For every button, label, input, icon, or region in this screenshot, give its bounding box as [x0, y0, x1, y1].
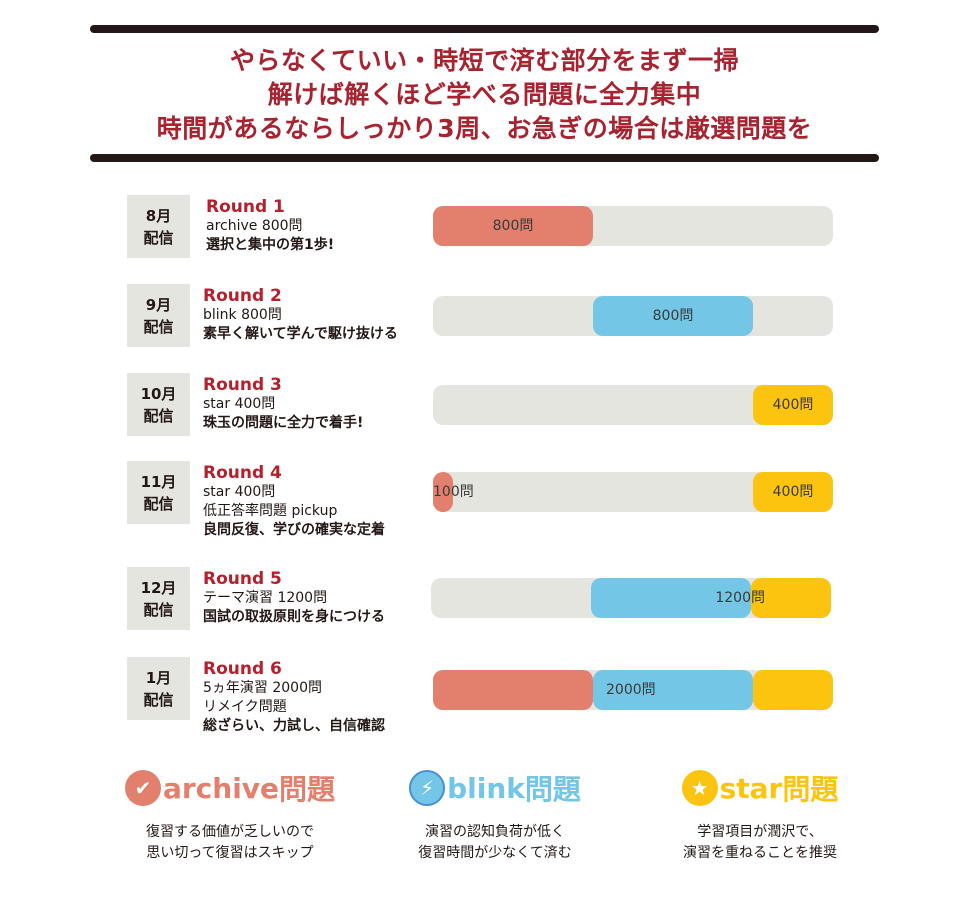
round-description: 国試の取扱原則を身につける	[203, 609, 385, 625]
round-info: Round 1 archive 800問 選択と集中の第1歩!	[206, 197, 334, 255]
delivery-label: 配信	[143, 406, 174, 425]
round-detail: star 400問	[203, 396, 276, 412]
segment-count-label: 800問	[652, 308, 694, 324]
round-detail: 5ヵ年演習 2000問	[203, 680, 322, 696]
progress-track: 1200問	[431, 578, 831, 618]
legend-suffix: 問題	[782, 773, 839, 806]
segment-count-label: 100問	[433, 484, 474, 500]
legend-note: 学習項目が潤沢で、 演習を重ねることを推奨	[630, 822, 890, 864]
month: 9月	[145, 295, 172, 314]
delivery-month-badge: 10月 配信	[127, 373, 190, 436]
round-info: Round 6 5ヵ年演習 2000問 リメイク問題 総ざらい、力試し、自信確認	[203, 659, 385, 736]
delivery-label: 配信	[143, 600, 174, 619]
month: 11月	[140, 472, 177, 491]
delivery-label: 配信	[143, 317, 174, 336]
legend-note-line: 演習の認知負荷が低く	[425, 824, 565, 840]
legend-note: 演習の認知負荷が低く 復習時間が少なくて済む	[365, 822, 625, 864]
round-title: Round 3	[203, 375, 282, 395]
legend-heading: ★ star 問題	[630, 768, 890, 808]
legend-name: blink	[447, 771, 525, 805]
legend-suffix: 問題	[279, 773, 336, 806]
archive-segment	[433, 670, 593, 710]
round-title: Round 6	[203, 659, 282, 679]
round-info: Round 5 テーマ演習 1200問 国試の取扱原則を身につける	[203, 569, 385, 627]
star-segment	[753, 385, 833, 425]
round-description: 選択と集中の第1歩!	[206, 237, 335, 253]
progress-track: 100問 400問	[433, 472, 833, 512]
blink-segment	[593, 670, 753, 710]
month: 8月	[145, 206, 172, 225]
round-description: 総ざらい、力試し、自信確認	[203, 718, 385, 734]
top-divider	[90, 25, 879, 33]
legend-archive: ✔ archive 問題 復習する価値が乏しいので 思い切って復習はスキップ	[100, 768, 360, 864]
round-description: 素早く解いて学んで駆け抜ける	[203, 326, 398, 342]
bottom-divider	[90, 154, 879, 162]
delivery-month-badge: 12月 配信	[127, 567, 190, 630]
delivery-month-badge: 11月 配信	[127, 461, 190, 524]
delivery-label: 配信	[143, 690, 174, 709]
delivery-label: 配信	[143, 228, 174, 247]
round-description: 良問反復、学びの確実な定着	[203, 522, 385, 538]
star-icon: ★	[681, 770, 718, 806]
delivery-month-badge: 9月 配信	[127, 284, 190, 347]
month: 1月	[145, 668, 172, 687]
legend-note-line: 復習する価値が乏しいので	[146, 824, 314, 840]
segment-count-label: 400問	[772, 484, 814, 500]
blink-segment	[593, 296, 753, 336]
round-info: Round 2 blink 800問 素早く解いて学んで駆け抜ける	[203, 286, 398, 344]
legend-name: star	[719, 771, 783, 805]
legend-note: 復習する価値が乏しいので 思い切って復習はスキップ	[100, 822, 360, 864]
delivery-month-badge: 8月 配信	[127, 195, 190, 258]
star-segment	[753, 472, 833, 512]
round-detail: リメイク問題	[203, 699, 287, 715]
round-title: Round 4	[203, 463, 282, 483]
headline-line-2: 解けば解くほど学べる問題に全力集中	[267, 80, 702, 109]
archive-segment	[433, 472, 453, 512]
legend-note-line: 学習項目が潤沢で、	[697, 824, 823, 840]
round-title: Round 1	[206, 197, 285, 217]
legend-blink: ⚡ blink 問題 演習の認知負荷が低く 復習時間が少なくて済む	[365, 768, 625, 864]
round-info: Round 4 star 400問低正答率問題 pickup 良問反復、学びの確…	[203, 463, 385, 540]
round-detail: star 400問	[203, 484, 276, 500]
round-title: Round 2	[203, 286, 282, 306]
round-title: Round 5	[203, 569, 282, 589]
progress-track: 2000問	[433, 670, 833, 710]
round-count-label: 1200問	[715, 590, 765, 606]
lightning-icon: ⚡	[409, 770, 446, 806]
delivery-label: 配信	[143, 494, 174, 513]
round-detail: 低正答率問題 pickup	[203, 503, 338, 519]
progress-track: 800問	[433, 296, 833, 336]
progress-track: 400問	[433, 385, 833, 425]
round-description: 珠玉の問題に全力で着手!	[203, 415, 364, 431]
segment-count-label: 800問	[492, 218, 534, 234]
legend-heading: ✔ archive 問題	[100, 768, 360, 808]
legend-heading: ⚡ blink 問題	[365, 768, 625, 808]
round-detail: archive 800問	[206, 218, 303, 234]
progress-track: 800問	[433, 206, 833, 246]
legend-note-line: 復習時間が少なくて済む	[418, 845, 572, 861]
legend-note-line: 演習を重ねることを推奨	[683, 845, 837, 861]
round-count-label: 2000問	[606, 682, 656, 698]
round-detail: blink 800問	[203, 307, 282, 323]
check-icon: ✔	[124, 770, 161, 806]
round-info: Round 3 star 400問 珠玉の問題に全力で着手!	[203, 375, 363, 433]
month: 12月	[140, 578, 177, 597]
star-segment	[751, 578, 831, 618]
delivery-month-badge: 1月 配信	[127, 657, 190, 720]
headline-line-1: やらなくていい・時短で済む部分をまず一掃	[229, 46, 740, 75]
legend-suffix: 問題	[524, 773, 581, 806]
segment-count-label: 400問	[772, 397, 814, 413]
star-segment	[753, 670, 833, 710]
month: 10月	[140, 384, 177, 403]
headline-line-3: 時間があるならしっかり3周、お急ぎの場合は厳選問題を	[156, 114, 813, 143]
legend-note-line: 思い切って復習はスキップ	[146, 845, 314, 861]
archive-segment	[433, 206, 593, 246]
legend-name: archive	[162, 771, 280, 805]
blink-segment	[591, 578, 751, 618]
legend-star: ★ star 問題 学習項目が潤沢で、 演習を重ねることを推奨	[630, 768, 890, 864]
headline: やらなくていい・時短で済む部分をまず一掃 解けば解くほど学べる問題に全力集中 時…	[90, 44, 879, 146]
round-detail: テーマ演習 1200問	[203, 590, 328, 606]
